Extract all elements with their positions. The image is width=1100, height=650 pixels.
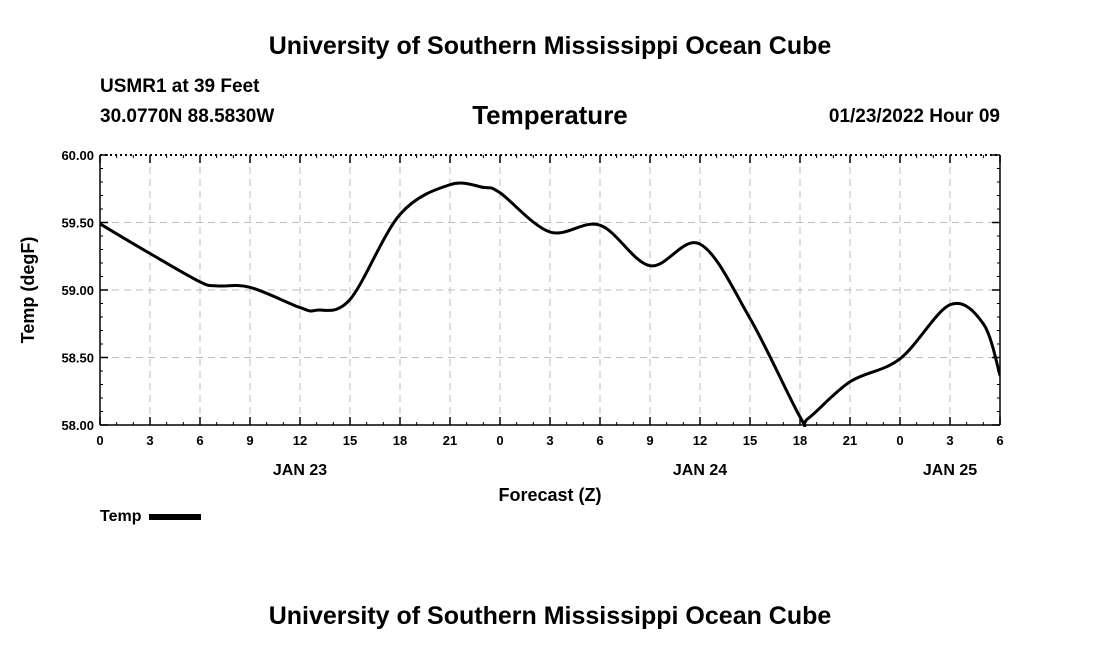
- header-title: University of Southern Mississippi Ocean…: [268, 32, 832, 60]
- y-tick-label: 60.00: [61, 148, 94, 163]
- x-tick-label: 18: [393, 433, 407, 448]
- x-tick-label: 9: [646, 433, 653, 448]
- legend-label: Temp: [100, 508, 142, 525]
- date-label: JAN 25: [923, 462, 977, 479]
- x-tick-label: 12: [693, 433, 707, 448]
- chart-title: Temperature: [472, 100, 628, 130]
- x-tick-label: 15: [343, 433, 357, 448]
- x-tick-label: 6: [196, 433, 203, 448]
- x-tick-label: 12: [293, 433, 307, 448]
- footer-title: University of Southern Mississippi Ocean…: [268, 602, 832, 630]
- x-tick-label: 0: [496, 433, 503, 448]
- x-tick-label: 9: [246, 433, 253, 448]
- series-line-temp: [100, 181, 1000, 427]
- x-tick-label: 15: [743, 433, 757, 448]
- station-coords: 30.0770N 88.5830W: [100, 106, 275, 127]
- x-tick-label: 21: [843, 433, 857, 448]
- y-tick-label: 58.50: [61, 351, 94, 366]
- date-label: JAN 24: [673, 462, 727, 479]
- y-tick-label: 59.50: [61, 216, 94, 231]
- x-tick-label: 21: [443, 433, 457, 448]
- x-tick-label: 3: [146, 433, 153, 448]
- date-label: JAN 23: [273, 462, 327, 479]
- x-tick-label: 6: [996, 433, 1003, 448]
- x-tick-label: 3: [946, 433, 953, 448]
- y-tick-label: 59.00: [61, 283, 94, 298]
- y-axis-title: Temp (degF): [18, 237, 38, 344]
- legend: Temp: [100, 508, 202, 526]
- station-label: USMR1 at 39 Feet: [100, 76, 260, 97]
- x-tick-label: 6: [596, 433, 603, 448]
- x-axis-title: Forecast (Z): [498, 485, 601, 505]
- y-tick-label: 58.00: [61, 418, 94, 433]
- x-tick-label: 0: [96, 433, 103, 448]
- legend-line-swatch: [149, 514, 202, 520]
- x-tick-label: 3: [546, 433, 553, 448]
- forecast-datetime: 01/23/2022 Hour 09: [828, 106, 1000, 127]
- x-tick-label: 18: [793, 433, 807, 448]
- x-tick-label: 0: [896, 433, 903, 448]
